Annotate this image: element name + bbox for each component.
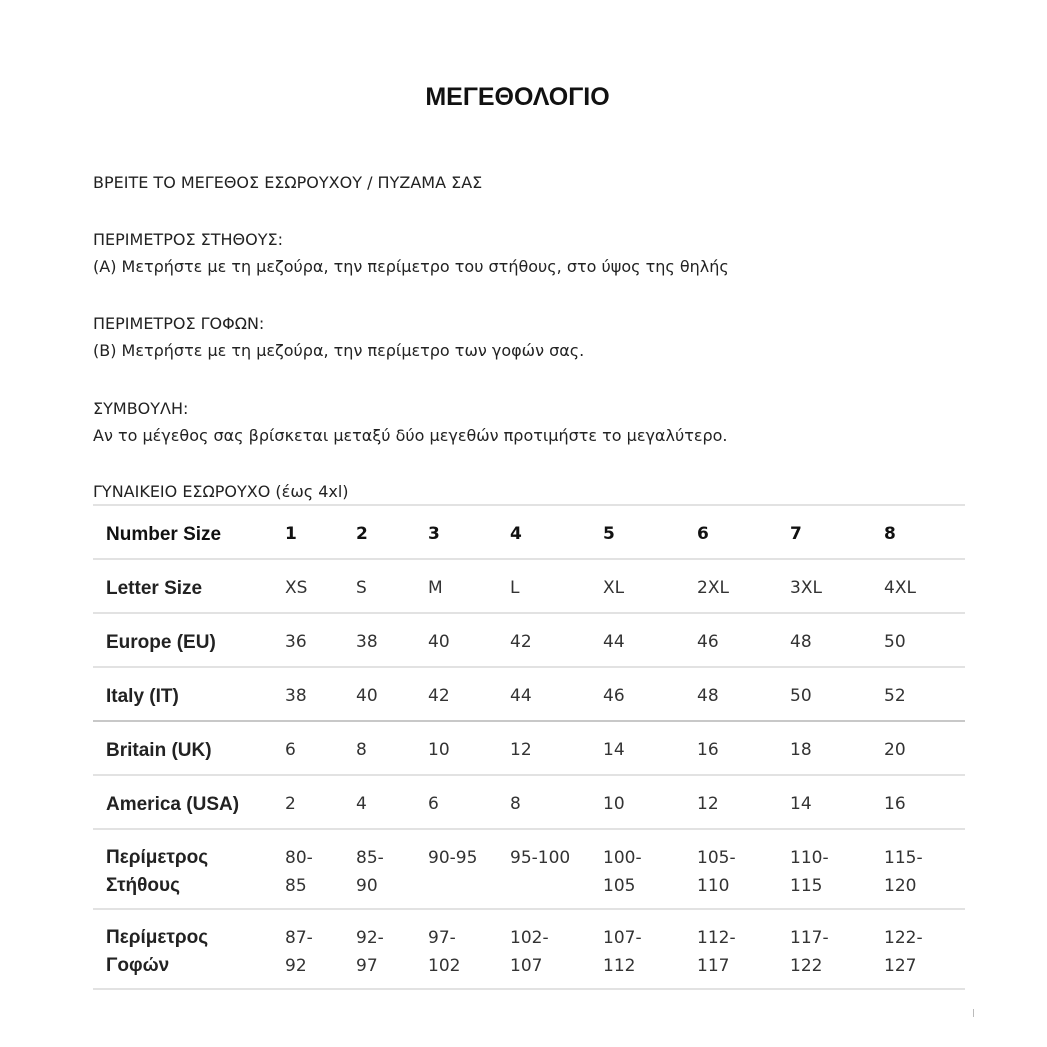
table-cell: 1 [280, 504, 351, 559]
table-cell: 44 [505, 666, 598, 721]
table-cell: 12 [505, 720, 598, 775]
table-cell: 85- 90 [351, 828, 423, 909]
table-cell: 2 [280, 774, 351, 829]
table-cell: 95-100 [505, 828, 598, 909]
table-row: Britain (UK) 6 8 10 12 14 16 18 20 [93, 720, 965, 775]
tip-text: Αν το μέγεθος σας βρίσκεται μεταξύ δύο μ… [93, 426, 728, 445]
scroll-tick [973, 1009, 974, 1017]
table-cell: 5 [598, 504, 692, 559]
table-cell: 10 [423, 720, 505, 775]
table-cell: 4XL [879, 558, 965, 613]
table-cell: 14 [785, 774, 879, 829]
table-row: Περίμετρος Στήθους 80- 85 85- 90 90-95 95-100 10… [93, 828, 965, 909]
chest-heading: ΠΕΡΙΜΕΤΡΟΣ ΣΤΗΘΟΥΣ: [93, 230, 284, 249]
table-cell: 38 [280, 666, 351, 721]
table-cell: 12 [692, 774, 785, 829]
table-cell: 18 [785, 720, 879, 775]
row-label: Britain (UK) [93, 720, 280, 775]
table-cell: 42 [505, 612, 598, 667]
chest-instructions: (Α) Μετρήστε με τη μεζούρα, την περίμετρ… [93, 257, 729, 276]
table-cell: 6 [692, 504, 785, 559]
table-cell: 97- 102 [423, 908, 505, 990]
table-cell: 90-95 [423, 828, 505, 909]
table-cell: 8 [505, 774, 598, 829]
table-cell: 52 [879, 666, 965, 721]
row-label: Europe (EU) [93, 612, 280, 667]
row-label: Περίμετρος Στήθους [93, 828, 280, 909]
table-cell: 2XL [692, 558, 785, 613]
table-cell: 92- 97 [351, 908, 423, 990]
table-cell: 87- 92 [280, 908, 351, 990]
table-row: Letter Size XS S M L XL 2XL 3XL 4XL [93, 558, 965, 613]
table-cell: 48 [692, 666, 785, 721]
table-cell: M [423, 558, 505, 613]
table-cell: 40 [423, 612, 505, 667]
table-row: Περίμετρος Γοφών 87- 92 92- 97 97- 102 102- 107 10… [93, 908, 965, 990]
table-cell: 48 [785, 612, 879, 667]
table-cell: 6 [423, 774, 505, 829]
row-label: Περίμετρος Γοφών [93, 908, 280, 990]
hips-instructions: (Β) Μετρήστε με τη μεζούρα, την περίμετρ… [93, 341, 585, 360]
table-cell: 16 [879, 774, 965, 829]
table-cell: 107- 112 [598, 908, 692, 990]
table-cell: 110- 115 [785, 828, 879, 909]
table-cell: 40 [351, 666, 423, 721]
row-label: Italy (IT) [93, 666, 280, 721]
table-cell: 50 [785, 666, 879, 721]
tip-heading: ΣΥΜΒΟΥΛΗ: [93, 399, 189, 418]
table-caption: ΓΥΝΑΙΚΕΙΟ ΕΣΩΡΟΥΧΟ (έως 4xl) [93, 482, 349, 501]
row-label: Number Size [93, 504, 280, 559]
table-cell: 3XL [785, 558, 879, 613]
table-cell: 50 [879, 612, 965, 667]
table-cell: 3 [423, 504, 505, 559]
hips-heading: ΠΕΡΙΜΕΤΡΟΣ ΓΟΦΩΝ: [93, 314, 265, 333]
subtitle: ΒΡΕΙΤΕ ΤΟ ΜΕΓΕΘΟΣ ΕΣΩΡΟΥΧΟΥ / ΠΥΖΑΜΑ ΣΑΣ [93, 173, 483, 192]
page-title: ΜΕΓΕΘΟΛΟΓΙΟ [425, 83, 610, 111]
size-table: Number Size 1 2 3 4 5 6 7 8 Letter Size XS S M L XL 2XL… [93, 504, 965, 990]
table-cell: 102- 107 [505, 908, 598, 990]
table-cell: 4 [505, 504, 598, 559]
row-label: America (USA) [93, 774, 280, 829]
table-cell: 42 [423, 666, 505, 721]
table-cell: 38 [351, 612, 423, 667]
table-cell: 8 [879, 504, 965, 559]
table-cell: XS [280, 558, 351, 613]
table-cell: 20 [879, 720, 965, 775]
table-row: America (USA) 2 4 6 8 10 12 14 16 [93, 774, 965, 829]
table-cell: 2 [351, 504, 423, 559]
table-cell: 14 [598, 720, 692, 775]
table-cell: L [505, 558, 598, 613]
table-cell: 112- 117 [692, 908, 785, 990]
table-cell: 36 [280, 612, 351, 667]
table-cell: 46 [692, 612, 785, 667]
table-row: Italy (IT) 38 40 42 44 46 48 50 52 [93, 666, 965, 721]
table-cell: 115- 120 [879, 828, 965, 909]
table-cell: 8 [351, 720, 423, 775]
table-cell: 122- 127 [879, 908, 965, 990]
table-cell: 10 [598, 774, 692, 829]
table-cell: 16 [692, 720, 785, 775]
table-cell: 100- 105 [598, 828, 692, 909]
table-row: Europe (EU) 36 38 40 42 44 46 48 50 [93, 612, 965, 667]
table-cell: 105- 110 [692, 828, 785, 909]
table-cell: 4 [351, 774, 423, 829]
table-cell: 7 [785, 504, 879, 559]
table-row: Number Size 1 2 3 4 5 6 7 8 [93, 504, 965, 559]
row-label: Letter Size [93, 558, 280, 613]
table-cell: 117- 122 [785, 908, 879, 990]
table-cell: XL [598, 558, 692, 613]
table-cell: S [351, 558, 423, 613]
table-cell: 44 [598, 612, 692, 667]
table-cell: 46 [598, 666, 692, 721]
table-cell: 80- 85 [280, 828, 351, 909]
table-cell: 6 [280, 720, 351, 775]
